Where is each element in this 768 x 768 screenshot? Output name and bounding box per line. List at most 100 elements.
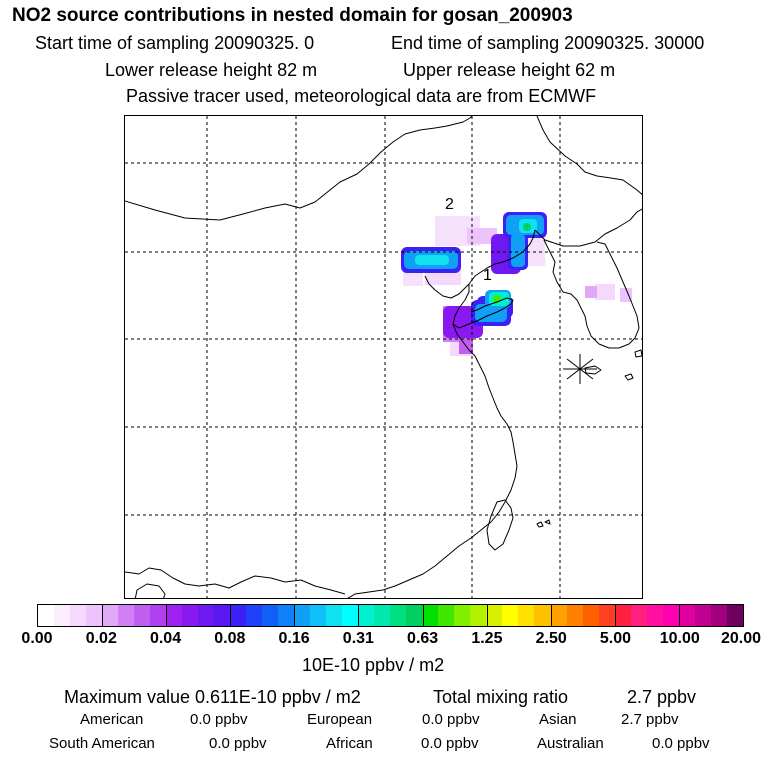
color-scale-separator <box>166 605 168 626</box>
color-swatch <box>406 605 423 626</box>
color-swatch <box>470 605 487 626</box>
color-swatch <box>374 605 391 626</box>
color-swatch <box>358 605 375 626</box>
plume-northeast-core <box>511 234 525 267</box>
color-scale-tick-label: 0.04 <box>149 630 182 647</box>
color-swatch <box>230 605 247 626</box>
color-swatch <box>38 605 55 626</box>
color-scale-separator <box>486 605 488 626</box>
color-swatch <box>438 605 455 626</box>
color-swatch <box>598 605 615 626</box>
color-swatch <box>630 605 647 626</box>
color-scale-separator <box>614 605 616 626</box>
color-swatch <box>518 605 535 626</box>
plot-title: NO2 source contributions in nested domai… <box>12 5 573 26</box>
color-scale-tick-label: 2.50 <box>535 630 567 647</box>
plume-west-peak <box>415 255 449 265</box>
color-swatch <box>342 605 359 626</box>
color-swatch <box>294 605 311 626</box>
color-swatch <box>262 605 279 626</box>
color-swatch <box>246 605 263 626</box>
south-american-value: 0.0 ppbv <box>209 735 267 752</box>
color-swatch <box>310 605 327 626</box>
european-value: 0.0 ppbv <box>422 711 480 728</box>
color-scale-separator <box>422 605 424 626</box>
sampling-site-marker <box>563 354 597 384</box>
american-label: American <box>80 711 144 728</box>
plume-halo <box>467 228 497 244</box>
total-mixing-value: 2.7 ppbv <box>627 687 697 707</box>
american-value: 0.0 ppbv <box>190 711 248 728</box>
sampling-end: End time of sampling 20090325. 30000 <box>391 33 705 53</box>
color-scale-tick-label: 0.08 <box>214 630 246 647</box>
color-scale-tick-label: 20.00 <box>720 630 762 647</box>
color-swatch <box>582 605 599 626</box>
color-swatch <box>214 605 231 626</box>
coastlines <box>125 116 642 598</box>
european-label: European <box>307 711 373 728</box>
color-scale-tick-label: 0.02 <box>85 630 117 647</box>
total-mixing-label: Total mixing ratio <box>433 687 569 707</box>
color-swatch <box>150 605 167 626</box>
color-scale-separator <box>230 605 232 626</box>
upper-release-height: Upper release height 62 m <box>403 60 616 80</box>
color-scale-separator <box>550 605 552 626</box>
color-swatch <box>70 605 87 626</box>
map-panel: 2 1 <box>124 115 643 599</box>
color-swatch <box>486 605 503 626</box>
color-scale-units: 10E-10 ppbv / m2 <box>302 655 445 675</box>
lat-lon-grid <box>125 116 642 598</box>
asian-label: Asian <box>539 711 577 728</box>
color-scale-ticks: 0.00 0.02 0.04 0.08 0.16 0.31 0.63 1.25 2.50 5.00… <box>0 630 768 650</box>
color-swatch <box>198 605 215 626</box>
color-swatch <box>710 605 727 626</box>
color-swatch <box>390 605 407 626</box>
plume-northeast-max <box>523 223 531 231</box>
color-swatch <box>182 605 199 626</box>
color-swatch <box>678 605 695 626</box>
plume-halo <box>620 288 632 302</box>
color-scale-tick-label: 5.00 <box>599 630 632 647</box>
plume-layer <box>401 212 632 356</box>
tracer-note: Passive tracer used, meteorological data… <box>126 86 597 106</box>
plume-halo <box>595 284 615 300</box>
color-scale-tick-label: 0.63 <box>407 630 439 647</box>
color-swatch <box>694 605 711 626</box>
color-swatch <box>726 605 743 626</box>
south-american-label: South American <box>49 735 155 752</box>
color-scale-tick-label: 1.25 <box>471 630 503 647</box>
color-swatch <box>166 605 183 626</box>
color-scale-tick-label: 10.00 <box>659 630 700 647</box>
color-scale-tick-label: 0.31 <box>342 630 374 647</box>
color-swatch <box>534 605 551 626</box>
source-label-2: 2 <box>445 196 454 213</box>
plume-halo <box>585 286 597 298</box>
african-value: 0.0 ppbv <box>421 735 479 752</box>
map-canvas: 2 1 <box>125 116 642 598</box>
color-scale-separator <box>678 605 680 626</box>
source-label-1: 1 <box>483 267 492 284</box>
maximum-value: Maximum value 0.611E-10 ppbv / m2 <box>64 687 361 707</box>
color-swatch <box>102 605 119 626</box>
color-swatch <box>422 605 439 626</box>
color-scale-separator <box>102 605 104 626</box>
lower-release-height: Lower release height 82 m <box>105 60 318 80</box>
color-swatch <box>550 605 567 626</box>
australian-value: 0.0 ppbv <box>652 735 710 752</box>
asian-value: 2.7 ppbv <box>621 711 679 728</box>
color-scale-bar <box>37 604 744 627</box>
color-swatch <box>566 605 583 626</box>
color-scale-tick-label: 0.00 <box>21 630 53 647</box>
color-swatch <box>278 605 295 626</box>
color-swatch <box>86 605 103 626</box>
color-swatch <box>134 605 151 626</box>
african-label: African <box>326 735 373 752</box>
color-swatch <box>646 605 663 626</box>
sampling-start: Start time of sampling 20090325. 0 <box>35 33 315 53</box>
color-swatch <box>614 605 631 626</box>
color-swatch <box>662 605 679 626</box>
color-swatch <box>454 605 471 626</box>
color-swatch <box>118 605 135 626</box>
australian-label: Australian <box>537 735 604 752</box>
color-swatch <box>502 605 519 626</box>
